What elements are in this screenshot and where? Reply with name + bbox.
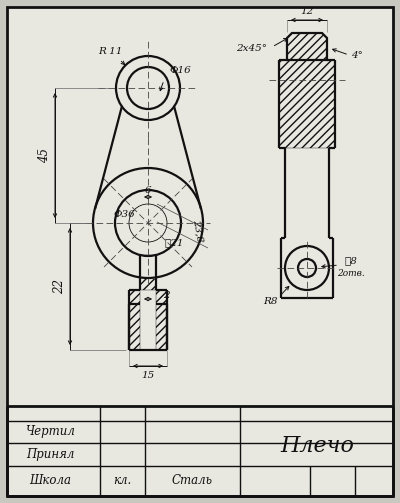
Bar [140,255,156,279]
Text: 23,8: 23,8 [192,219,204,243]
Text: 22: 22 [54,279,66,294]
Text: 6: 6 [145,186,151,195]
Text: Φ36: Φ36 [113,210,135,218]
Bar [129,290,140,350]
Text: R 11: R 11 [98,47,122,56]
Text: ΢21: ΢21 [164,238,184,247]
Text: 4°: 4° [351,50,363,59]
Text: 15: 15 [141,371,155,379]
Text: 12: 12 [300,7,314,16]
Text: 2x45°: 2x45° [236,43,268,52]
Bar [140,255,156,290]
Text: 2отв.: 2отв. [337,269,365,278]
Bar [156,290,167,350]
Text: 45: 45 [38,148,52,163]
Text: Плечо: Плечо [280,435,354,457]
Text: R8: R8 [263,297,277,306]
Text: Принял: Принял [26,448,74,461]
Text: Школа: Школа [29,474,71,487]
Text: кл.: кл. [113,474,131,487]
Text: ΢8: ΢8 [344,257,358,266]
Text: 2: 2 [163,291,169,299]
Text: Чертил: Чертил [25,426,75,439]
Text: Сталь: Сталь [172,474,212,487]
Bar [279,60,335,148]
Text: Φ16: Φ16 [169,65,191,74]
